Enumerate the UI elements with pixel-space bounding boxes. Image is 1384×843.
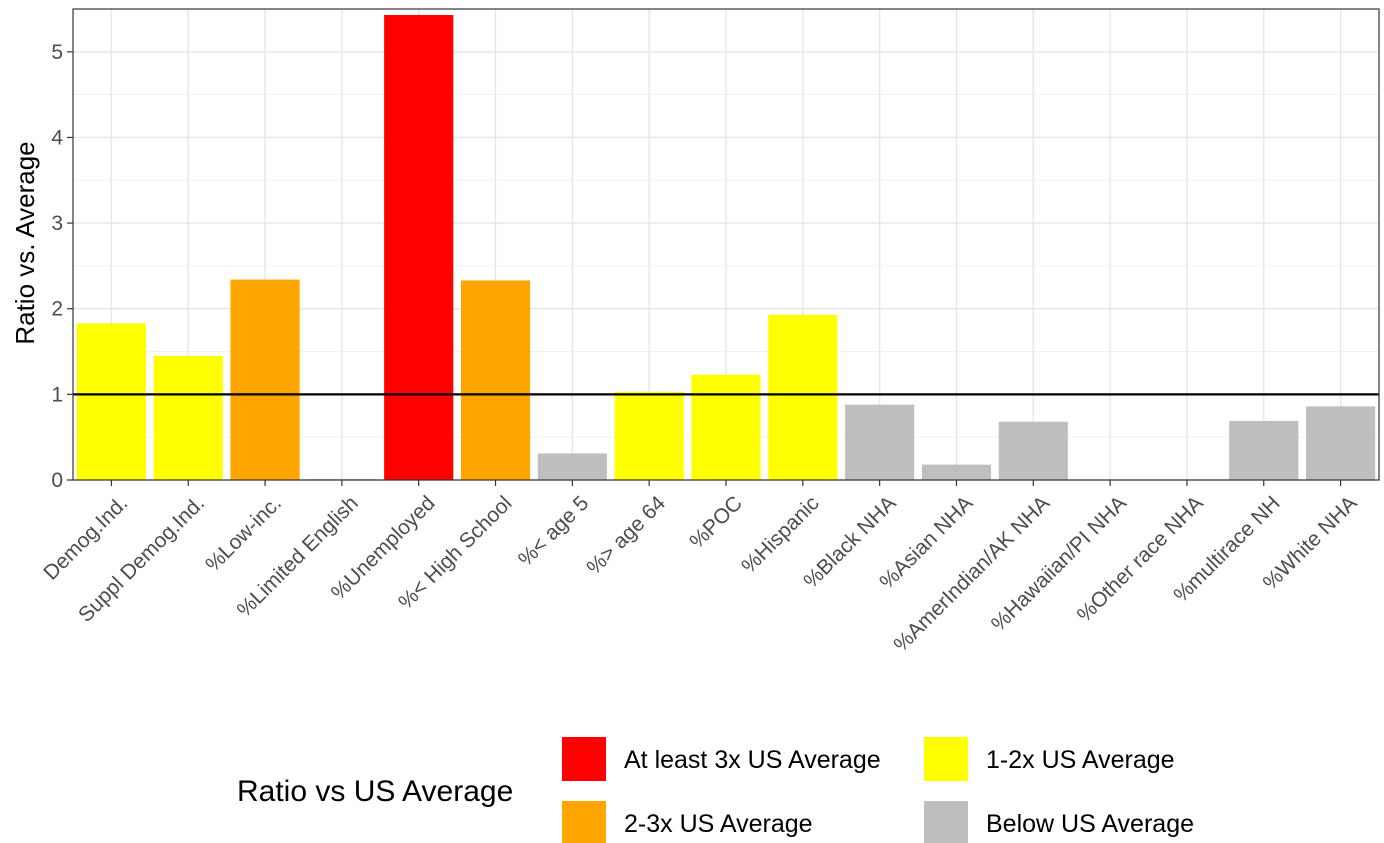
x-tick-label: %AmerIndian/AK NHA [889,492,1054,657]
bar [1229,420,1299,480]
legend-label: At least 3x US Average [624,746,881,774]
y-tick-label: 5 [51,41,63,64]
x-tick-label: %Hawaiian/PI NHA [987,492,1131,636]
bar [1306,406,1376,480]
legend-label: Below US Average [986,810,1194,838]
x-tick-label: %Other race NHA [1073,492,1208,627]
x-tick-label: %> age 64 [582,491,670,579]
x-tick-label: Suppl Demog.Ind. [74,492,209,627]
legend-key [924,801,968,843]
legend-key [562,801,606,843]
y-axis: 0 1 2 3 4 5 [51,41,73,492]
bar [76,323,146,480]
bar [230,279,300,480]
y-tick-label: 0 [51,469,63,492]
bar [537,453,607,480]
y-tick-label: 3 [51,212,63,235]
bar [384,14,454,481]
bar [460,280,531,480]
x-axis: Demog.Ind.Suppl Demog.Ind.%Low-inc.%Limi… [39,480,1362,657]
bar [921,464,992,480]
x-tick-label: %POC [685,492,747,554]
legend: Ratio vs US Average At least 3x US Avera… [237,737,1194,843]
bar [768,314,838,480]
y-tick-label: 4 [51,126,63,149]
bar [153,355,223,480]
bar [845,404,915,480]
y-tick-label: 1 [51,383,63,406]
bar [998,421,1068,480]
y-axis-title: Ratio vs. Average [10,141,40,344]
legend-title: Ratio vs US Average [237,775,513,808]
bars [76,14,1376,481]
legend-label: 2-3x US Average [624,810,813,838]
x-tick-label: %< age 5 [514,492,593,571]
y-tick-label: 2 [51,298,63,321]
bar [691,374,761,480]
legend-key [924,737,968,781]
bar [614,391,684,480]
legend-label: 1-2x US Average [986,746,1175,774]
legend-key [562,737,606,781]
